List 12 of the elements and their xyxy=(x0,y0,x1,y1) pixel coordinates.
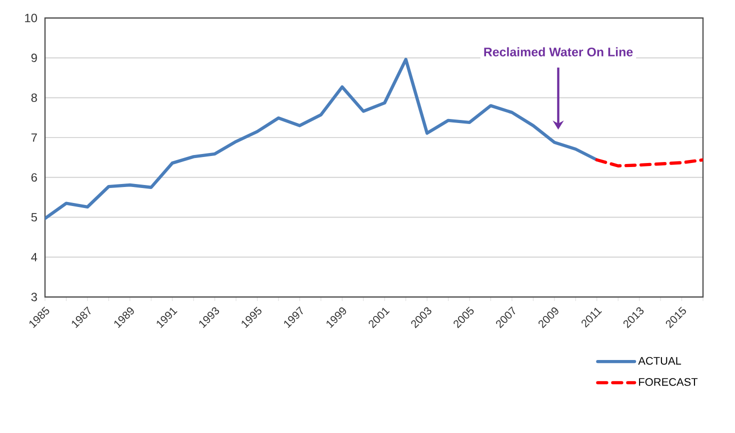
y-tick-label: 4 xyxy=(31,253,38,262)
y-tick-label: 3 xyxy=(31,292,37,302)
annotation: Reclaimed Water On Line xyxy=(484,47,633,56)
y-tick-label: 9 xyxy=(31,54,37,62)
y-tick-label: 5 xyxy=(31,213,37,222)
y-tick-label: 10 xyxy=(25,14,38,22)
line-series xyxy=(45,58,598,220)
y-tick-label: 6 xyxy=(31,173,37,182)
legend-label: FORECAST xyxy=(639,378,698,386)
y-tick-label: 7 xyxy=(31,133,37,142)
legend-label: ACTUAL xyxy=(638,356,682,365)
y-tick-label: 8 xyxy=(31,93,37,102)
